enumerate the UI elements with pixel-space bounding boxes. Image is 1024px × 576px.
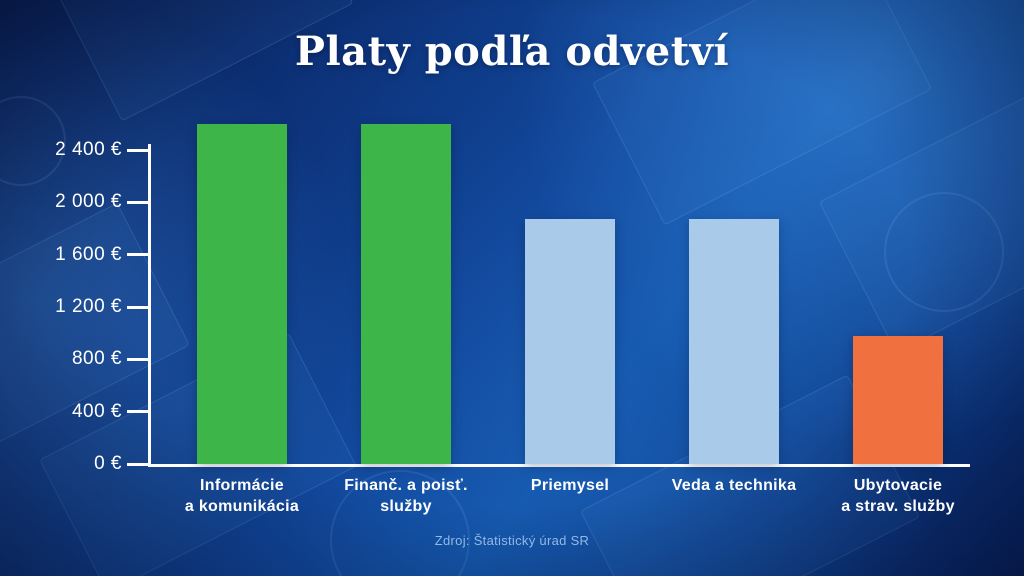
bar-2	[361, 123, 451, 464]
y-tick-label: 400 €	[71, 400, 122, 422]
source-note: Zdroj: Štatistický úrad SR	[434, 533, 590, 548]
chart-title: Platy podľa odvetví	[294, 28, 730, 75]
category-label: Veda a technika	[671, 477, 797, 494]
y-tick-label: 800 €	[71, 348, 122, 370]
y-tick-mark	[127, 148, 148, 152]
y-tick-mark	[127, 253, 148, 257]
bar-3	[525, 219, 615, 464]
y-tick-label: 2 000 €	[55, 191, 122, 213]
y-tick-label: 2 400 €	[55, 139, 122, 160]
y-tick-mark	[127, 410, 148, 414]
category-label: Finanč. a poisť. služby	[344, 477, 468, 515]
y-tick-label: 1 200 €	[55, 296, 122, 317]
bar-4	[689, 219, 779, 464]
x-axis	[148, 464, 970, 467]
bar-5	[853, 335, 943, 464]
category-label: Ubytovacie a strav. služby	[841, 477, 955, 515]
y-tick-mark	[127, 462, 148, 466]
category-label: Priemysel	[530, 477, 610, 494]
y-axis	[148, 144, 151, 467]
y-tick-label: 1 600 €	[55, 243, 122, 265]
y-tick-mark	[127, 200, 148, 204]
y-tick-mark	[127, 357, 148, 361]
bar-1	[197, 123, 287, 464]
y-tick-mark	[127, 305, 148, 309]
y-tick-label: 0 €	[94, 453, 122, 474]
category-label: Informácie a komunikácia	[184, 477, 300, 515]
